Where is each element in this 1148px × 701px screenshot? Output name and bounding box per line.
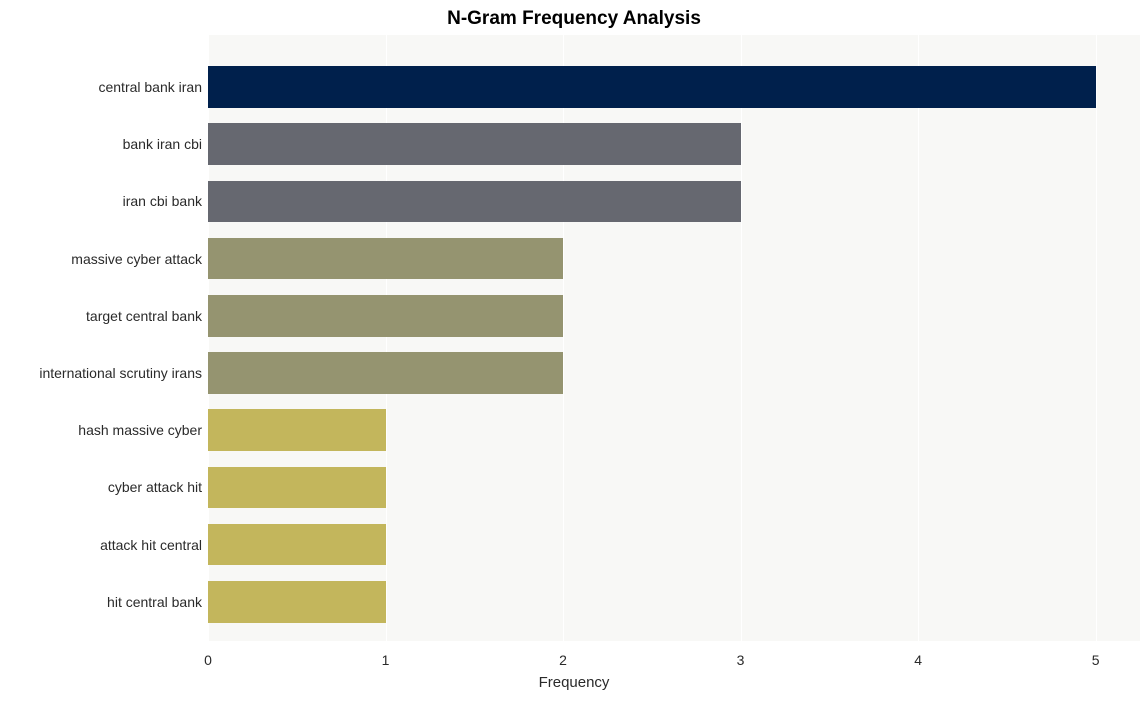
bar: [208, 238, 563, 280]
x-tick-label: 1: [382, 652, 390, 668]
y-tick-label: bank iran cbi: [123, 136, 202, 152]
bar: [208, 66, 1096, 108]
y-tick-label: cyber attack hit: [108, 479, 202, 495]
y-tick-label: hash massive cyber: [78, 422, 202, 438]
bar: [208, 123, 741, 165]
x-tick-label: 5: [1092, 652, 1100, 668]
x-tick-label: 0: [204, 652, 212, 668]
x-tick-label: 4: [914, 652, 922, 668]
chart-title: N-Gram Frequency Analysis: [0, 8, 1148, 30]
x-axis-label: Frequency: [0, 674, 1148, 691]
chart-container: N-Gram Frequency Analysis Frequency 0 1 2 3…: [0, 0, 1148, 701]
y-tick-label: international scrutiny irans: [39, 365, 202, 381]
gridline: [1096, 35, 1097, 641]
gridline: [918, 35, 919, 641]
x-tick-label: 2: [559, 652, 567, 668]
gridline: [741, 35, 742, 641]
x-tick-label: 3: [737, 652, 745, 668]
bar: [208, 352, 563, 394]
bar: [208, 467, 386, 509]
y-tick-label: central bank iran: [98, 79, 202, 95]
bar: [208, 409, 386, 451]
bar: [208, 295, 563, 337]
y-tick-label: massive cyber attack: [71, 251, 202, 267]
plot-area: [208, 35, 1140, 641]
bar: [208, 181, 741, 223]
y-tick-label: iran cbi bank: [123, 193, 202, 209]
bar: [208, 524, 386, 566]
bar: [208, 581, 386, 623]
y-tick-label: attack hit central: [100, 537, 202, 553]
y-tick-label: target central bank: [86, 308, 202, 324]
y-tick-label: hit central bank: [107, 594, 202, 610]
